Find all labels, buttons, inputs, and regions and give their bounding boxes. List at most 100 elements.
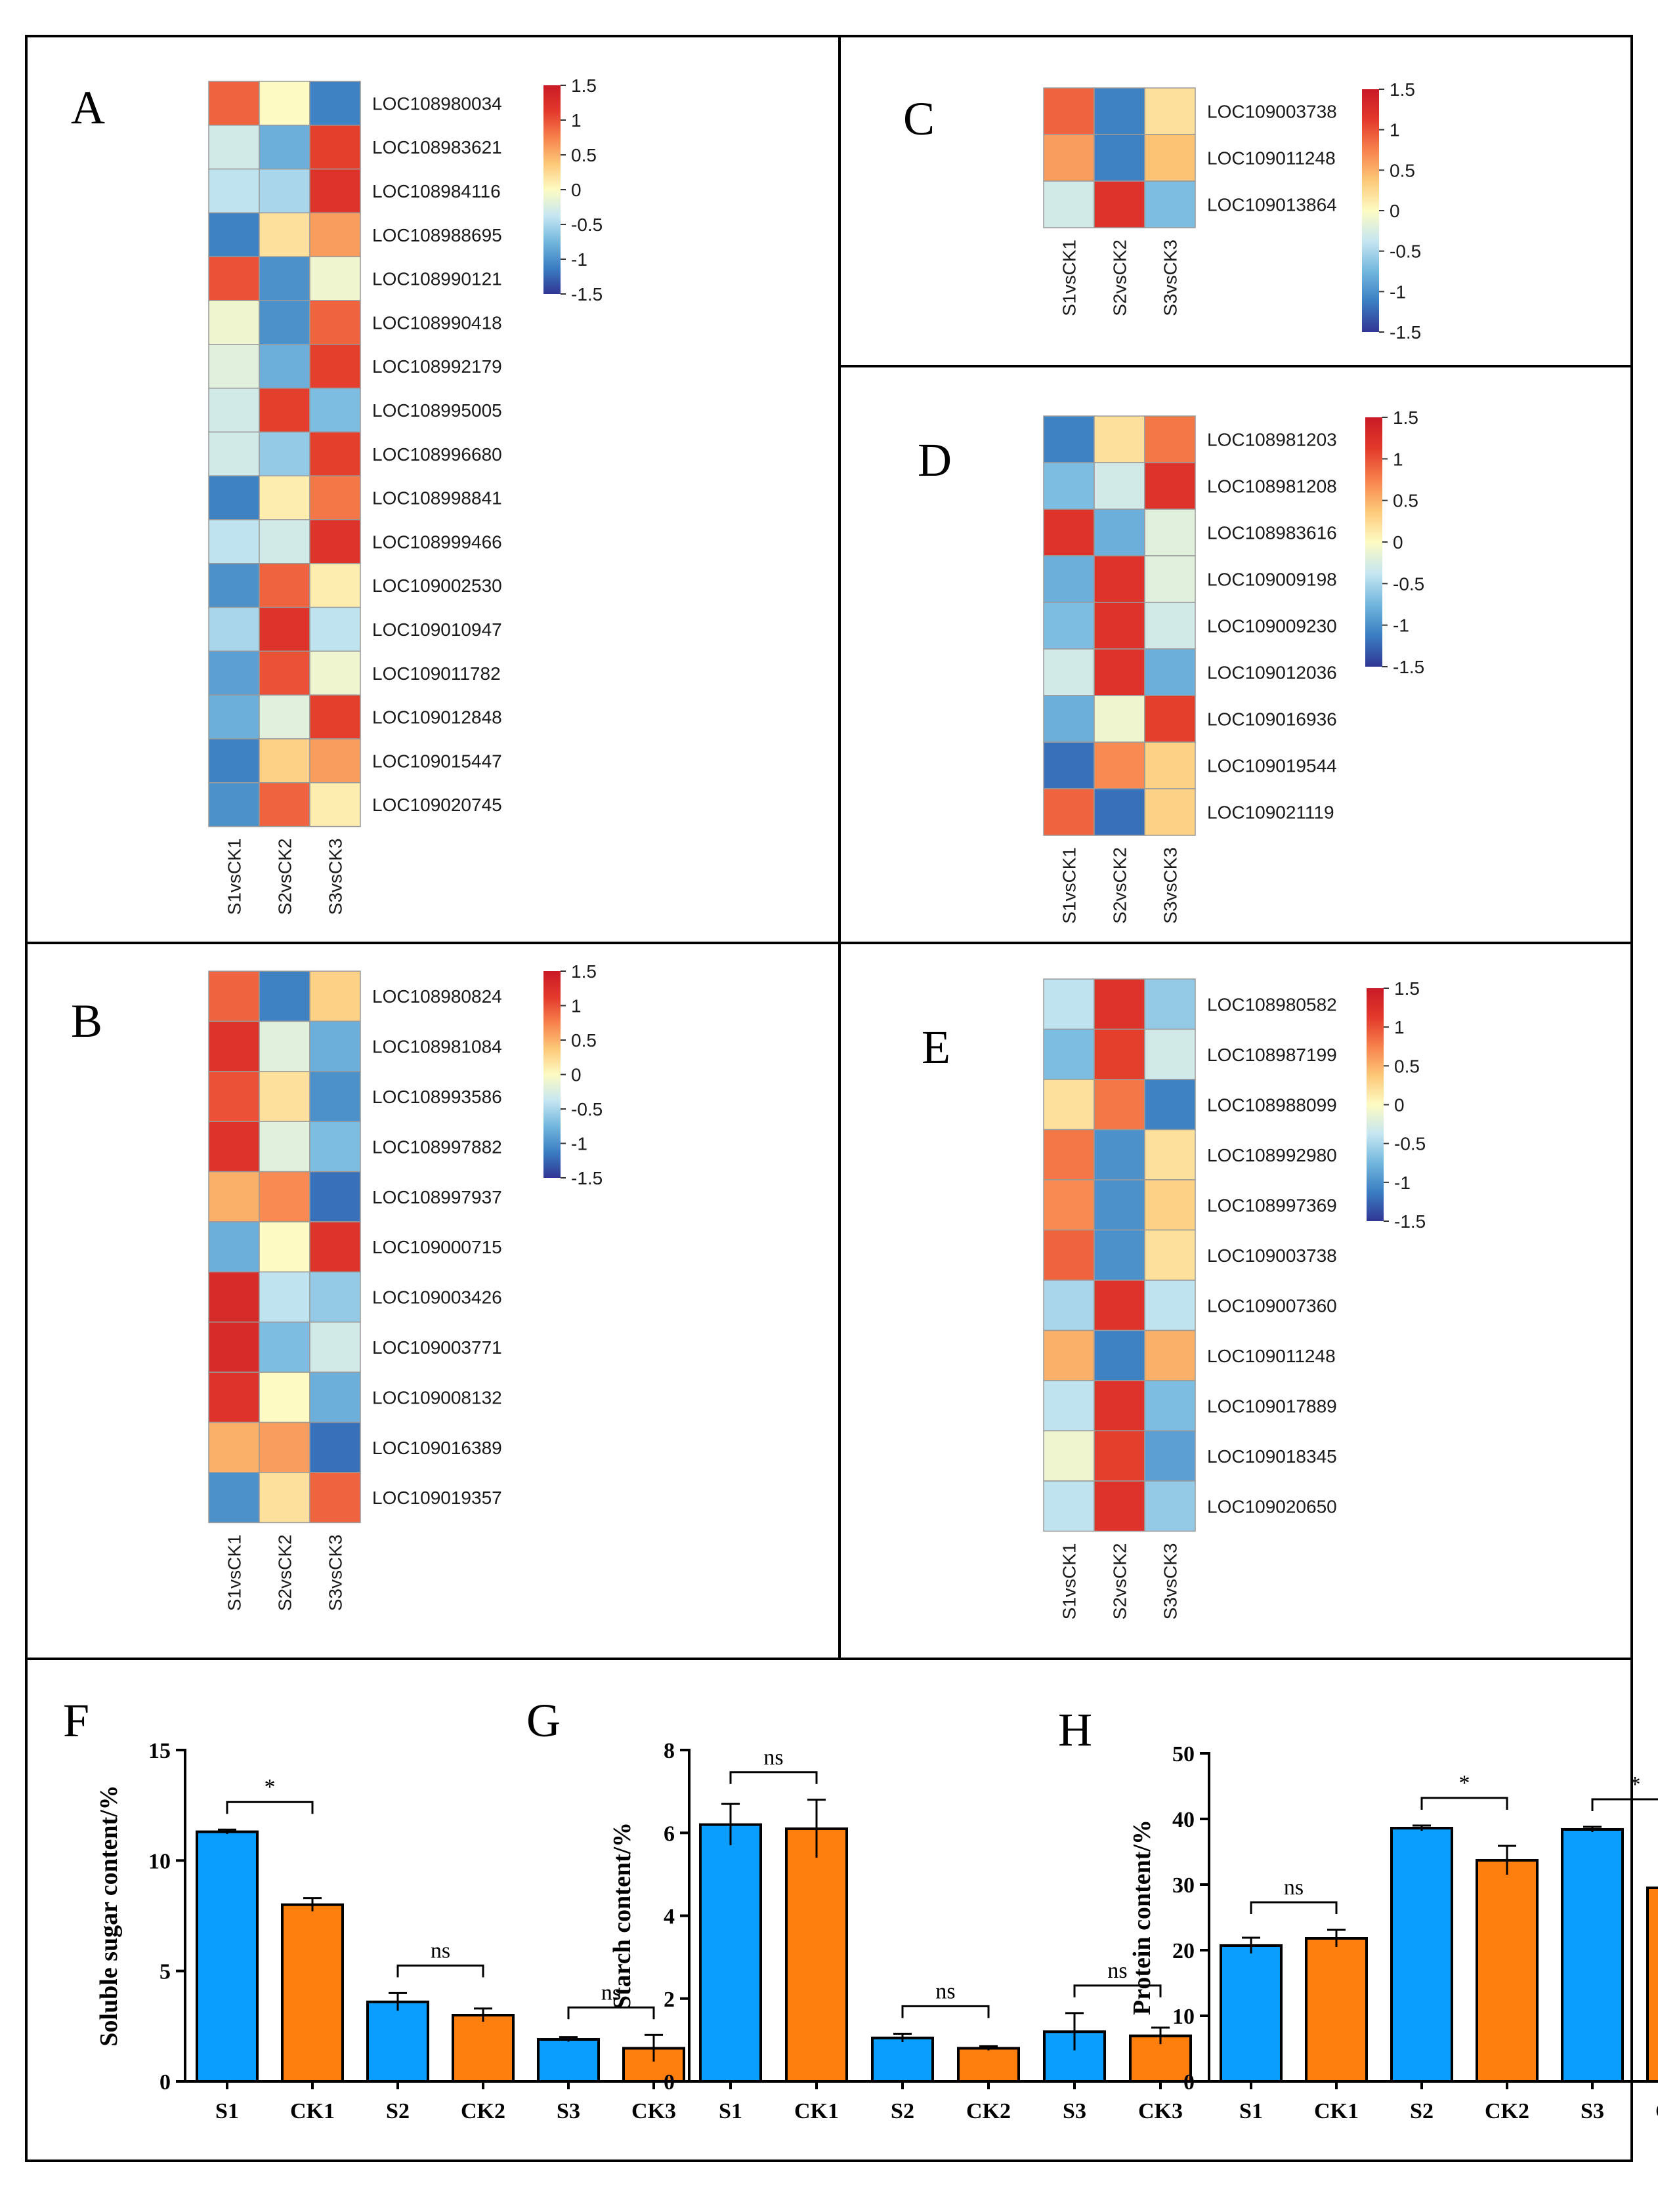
heatmap-cell <box>259 782 310 827</box>
heatmap-cell <box>259 1271 310 1323</box>
heatmap-cell <box>1043 741 1095 789</box>
x-tick-label: S3 <box>1063 2099 1086 2123</box>
significance-bracket <box>1591 1798 1658 1811</box>
gene-label: LOC109019544 <box>1207 756 1337 776</box>
panel-letter-f: F <box>63 1694 89 1747</box>
heatmap-cell <box>1144 1079 1196 1131</box>
x-tick-label: S3 <box>1581 2099 1604 2123</box>
gene-label: LOC108999466 <box>372 532 502 552</box>
gene-label: LOC109003738 <box>1207 1245 1337 1266</box>
significance-bracket <box>1420 1797 1508 1810</box>
heatmap-cell <box>309 256 361 301</box>
x-tick-label: CK3 <box>631 2099 676 2123</box>
color-scale-label: -1.5 <box>1390 322 1421 343</box>
heatmap-cell <box>259 300 310 345</box>
gene-label: LOC109016936 <box>1207 709 1337 730</box>
significance-label: ns <box>763 1745 783 1770</box>
panel-letter-b: B <box>71 995 102 1047</box>
heatmap-cell <box>1144 180 1196 228</box>
heatmap-cell <box>1144 1129 1196 1180</box>
bar-chart-h: 0 10 20 30 40 50 Protein content/% S1 CK1 S2 CK2 S3… <box>1128 1742 1658 2123</box>
heatmap-cell <box>259 344 310 389</box>
y-tick-label: 40 <box>1172 1808 1195 1832</box>
x-tick-label: CK2 <box>966 2099 1011 2123</box>
gene-label: LOC109010947 <box>372 619 502 640</box>
barchart-layer: 0 5 10 15 Soluble sugar content/% S1 CK1 S2 CK2 S… <box>95 1739 1658 2123</box>
panel-letter-g: G <box>526 1694 561 1747</box>
gene-label: LOC108992980 <box>1207 1145 1337 1165</box>
bar <box>1561 1828 1624 2083</box>
bar <box>1476 1859 1539 2083</box>
gene-label: LOC108987199 <box>1207 1045 1337 1065</box>
gene-label: LOC109009230 <box>1207 616 1337 636</box>
column-label: S3vsCK3 <box>1160 1543 1181 1620</box>
heatmap-cell <box>1094 1430 1145 1482</box>
heatmap-cell <box>259 519 310 564</box>
significance-label: * <box>1630 1772 1641 1797</box>
gene-label: LOC109011248 <box>1207 148 1336 169</box>
significance-label: * <box>1459 1771 1470 1795</box>
heatmap-cell <box>259 738 310 783</box>
y-tick-label: 10 <box>148 1849 171 1873</box>
heatmap-cell <box>1094 1480 1145 1532</box>
color-scale-label: -1 <box>571 1134 587 1154</box>
y-tick-label: 0 <box>159 2070 171 2095</box>
gene-label: LOC109017889 <box>1207 1396 1337 1416</box>
gene-label: LOC109003426 <box>372 1287 502 1308</box>
gene-label: LOC109003738 <box>1207 102 1337 122</box>
significance-bracket <box>1073 1984 1162 1997</box>
heatmap-cell <box>259 168 310 214</box>
heatmap-cell <box>259 431 310 476</box>
heatmap-cell <box>1144 602 1196 650</box>
heatmap-cell <box>1144 1480 1196 1532</box>
gene-label: LOC109018345 <box>1207 1446 1337 1467</box>
column-label: S2vsCK2 <box>1110 240 1130 316</box>
heatmap-cell <box>208 1121 260 1173</box>
significance-bracket <box>567 2006 655 2020</box>
heatmap-cell <box>259 1472 310 1524</box>
column-label: S2vsCK2 <box>1110 847 1130 924</box>
color-scale-label: 0 <box>1393 532 1403 553</box>
heatmap-cell <box>1094 648 1145 696</box>
heatmap-cell <box>309 1421 361 1473</box>
heatmap-cell <box>1144 555 1196 603</box>
color-scale-label: -0.5 <box>1394 1134 1426 1154</box>
gene-label: LOC109015447 <box>372 751 502 771</box>
panel-letter-e: E <box>922 1021 950 1074</box>
heatmap-cell <box>1094 1380 1145 1432</box>
heatmap-cell <box>1094 602 1145 650</box>
heatmap-cell <box>208 519 260 564</box>
column-label: S3vsCK3 <box>326 839 346 915</box>
gene-label: LOC109020650 <box>1207 1496 1337 1516</box>
bar <box>452 2014 515 2083</box>
heatmap-cell <box>208 1472 260 1524</box>
y-axis-title: Soluble sugar content/% <box>95 1785 123 2046</box>
color-scale-label: -1 <box>1394 1173 1411 1193</box>
gene-label: LOC108983621 <box>372 137 502 157</box>
color-scale-label: 1.5 <box>1390 79 1415 100</box>
heatmap-cell <box>208 431 260 476</box>
heatmap-cell <box>309 1322 361 1373</box>
column-label: S3vsCK3 <box>1160 240 1181 316</box>
heatmap-cell <box>309 694 361 740</box>
gene-label: LOC108980582 <box>1207 994 1337 1014</box>
heatmap-cell <box>1094 1179 1145 1231</box>
color-scale-bar <box>1367 988 1384 1221</box>
heatmap-cell <box>1144 978 1196 1030</box>
heatmap-cell <box>309 1020 361 1072</box>
heatmap-cell <box>1094 462 1145 510</box>
x-tick-label: CK1 <box>1314 2099 1359 2123</box>
heatmap-cell <box>259 125 310 170</box>
heatmap-cell <box>259 387 310 433</box>
heatmap-cell <box>208 1322 260 1373</box>
color-scale-label: 1.5 <box>1393 407 1418 428</box>
heatmap-d: LOC108981203 LOC108981208 LOC108983616 LOC1… <box>1043 407 1424 924</box>
heatmap-cell <box>259 650 310 696</box>
heatmap-cell <box>208 606 260 652</box>
heatmap-cell <box>259 475 310 520</box>
gene-label: LOC108980034 <box>372 93 502 114</box>
heatmap-cell <box>208 563 260 608</box>
heatmap-cell <box>1094 1028 1145 1080</box>
heatmap-cell <box>1043 134 1095 182</box>
color-scale-label: -1.5 <box>571 284 603 304</box>
